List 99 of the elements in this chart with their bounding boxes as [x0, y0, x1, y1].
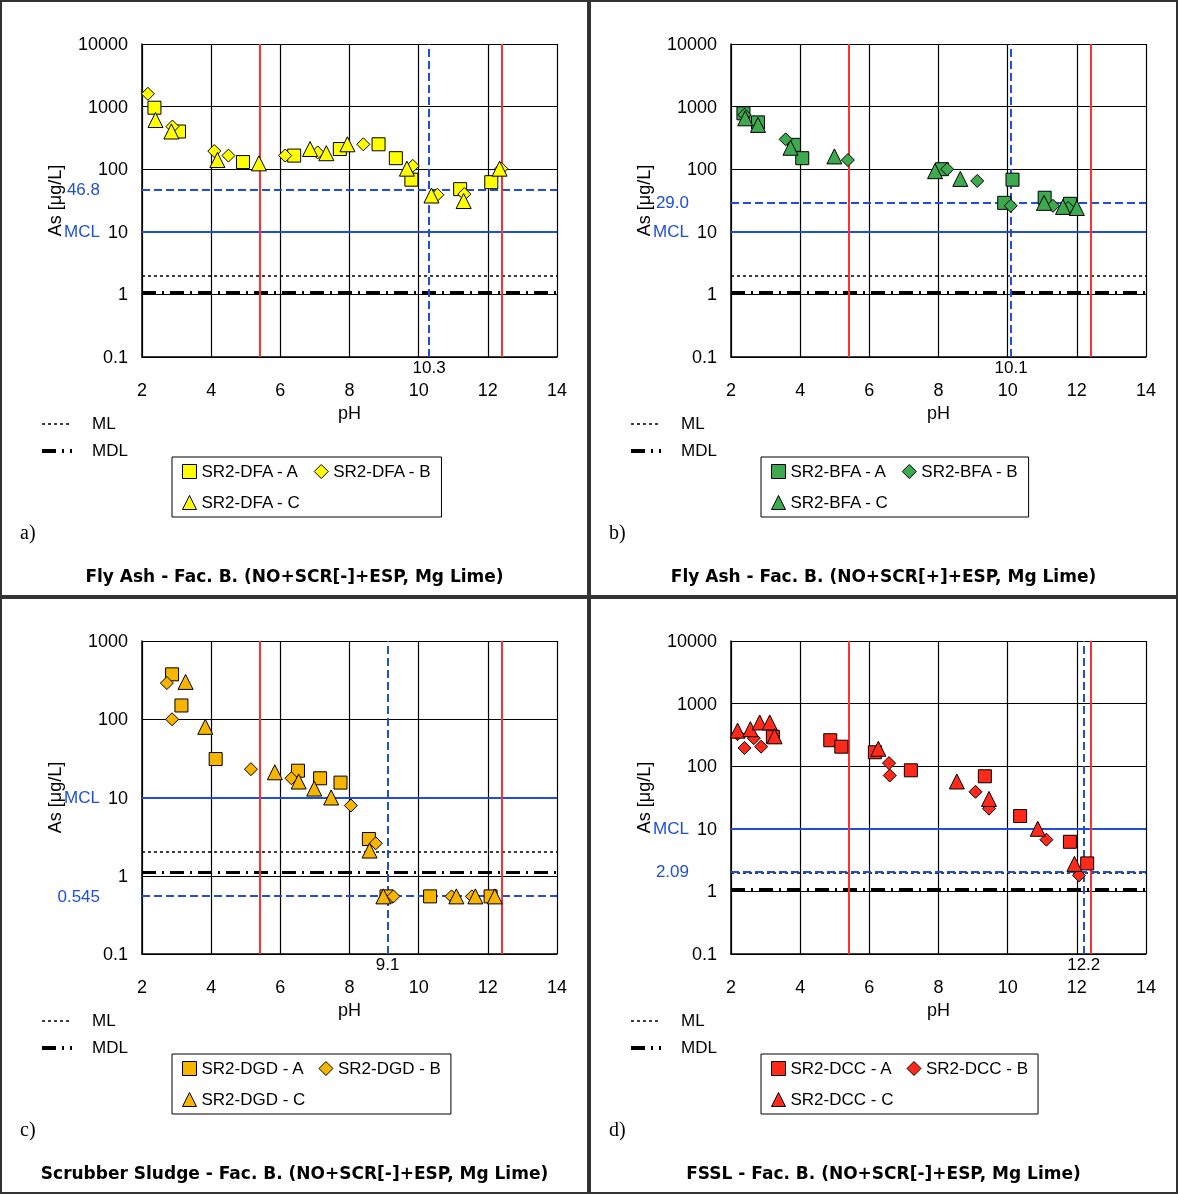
y-tick-label: 0.1	[691, 347, 717, 367]
legend-label: SR2-DGD - C	[201, 1090, 306, 1109]
x-tick-label: 10	[408, 977, 429, 997]
ref-line-label: 2.09	[655, 861, 689, 881]
y-tick-label: 10000	[666, 631, 717, 651]
x-axis-title: pH	[926, 402, 951, 423]
x-tick-label: 4	[206, 977, 217, 997]
x-tick-label: 10	[997, 977, 1018, 997]
y-tick-label: 10	[696, 221, 717, 242]
legend-label: MDL	[681, 441, 717, 461]
ref-line-label: 46.8	[66, 180, 100, 200]
legend-label: SR2-DFA - A	[201, 462, 299, 481]
legend-label: MDL	[681, 1038, 717, 1058]
text: Scrubber Sludge - Fac. B. (NO+SCR[-]+ESP, Mg Lime)	[40, 1162, 549, 1183]
ref-line-label: 0.545	[57, 886, 100, 906]
y-tick-label: 1000	[676, 693, 717, 714]
ref-line-label: MCL	[653, 222, 689, 242]
text: d)	[609, 1118, 626, 1141]
x-tick-label: 14	[546, 977, 568, 997]
x-tick-label: 8	[933, 977, 944, 997]
y-tick-label: 1	[706, 881, 717, 902]
y-tick-label: 0.1	[691, 944, 717, 964]
y-tick-label: 100	[686, 159, 717, 180]
legend-label: SR2-BFA - B	[921, 462, 1018, 481]
y-tick-label: 1000	[87, 631, 128, 651]
x-tick-label: 10	[408, 380, 429, 400]
y-tick-label: 10	[696, 818, 717, 839]
x-tick-label: 12	[1066, 977, 1087, 997]
x-tick-label: 6	[864, 380, 875, 400]
x-tick-label: 2	[725, 977, 737, 997]
legend-label: SR2-DCC - B	[926, 1059, 1029, 1078]
ref-line-label: 29.0	[655, 193, 689, 213]
x-tick-label: 8	[933, 380, 944, 400]
text: Fly Ash - Fac. B. (NO+SCR[-]+ESP, Mg Lime)	[85, 565, 504, 586]
x-tick-label: 12	[477, 380, 498, 400]
ref-line-label: MCL	[653, 819, 689, 839]
ref-line-label: 10.3	[412, 358, 446, 377]
x-tick-label: 12	[1066, 380, 1087, 400]
y-axis-title: As [μg/L]	[45, 164, 65, 237]
legend-label: SR2-DCC - A	[790, 1059, 893, 1078]
y-tick-label: 1000	[676, 96, 717, 117]
x-tick-label: 2	[136, 977, 148, 997]
ref-line-label: 10.1	[994, 358, 1028, 377]
x-tick-label: 10	[997, 380, 1018, 400]
legend-label: SR2-DGD - B	[337, 1059, 441, 1078]
x-tick-label: 6	[275, 977, 286, 997]
text: a)	[20, 521, 36, 544]
legend-label: ML	[681, 1011, 705, 1031]
ref-line-label: 9.1	[375, 955, 400, 974]
legend-label: ML	[92, 414, 116, 434]
x-tick-label: 6	[275, 380, 286, 400]
y-tick-label: 10	[107, 221, 128, 242]
legend-label: SR2-DCC - C	[790, 1090, 894, 1109]
y-tick-label: 100	[97, 159, 128, 180]
y-axis-title: As [μg/L]	[634, 761, 654, 834]
y-tick-label: 0.1	[102, 944, 128, 964]
y-tick-label: 1000	[87, 96, 128, 117]
y-tick-label: 1	[706, 284, 717, 305]
ref-line-label: 12.2	[1067, 955, 1101, 974]
legend-label: MDL	[92, 441, 128, 461]
legend-label: SR2-DFA - C	[201, 493, 300, 512]
y-tick-label: 10	[107, 787, 128, 808]
x-tick-label: 14	[1135, 977, 1157, 997]
y-tick-label: 100	[686, 756, 717, 777]
text: Fly Ash - Fac. B. (NO+SCR[+]+ESP, Mg Lime)	[670, 565, 1097, 586]
y-tick-label: 1	[117, 865, 128, 886]
y-tick-label: 10000	[77, 34, 128, 54]
x-axis-title: pH	[926, 999, 951, 1020]
x-tick-label: 4	[795, 977, 806, 997]
text: b)	[609, 521, 626, 544]
legend-label: ML	[92, 1011, 116, 1031]
legend-label: MDL	[92, 1038, 128, 1058]
x-tick-label: 8	[344, 977, 355, 997]
ref-line-label: MCL	[64, 222, 100, 242]
x-axis-title: pH	[337, 402, 362, 423]
x-tick-label: 2	[725, 380, 737, 400]
legend-label: SR2-BFA - A	[790, 462, 887, 481]
y-tick-label: 100	[97, 709, 128, 730]
y-tick-label: 1	[117, 284, 128, 305]
text: c)	[20, 1118, 36, 1141]
ref-line-label: MCL	[64, 788, 100, 807]
x-tick-label: 14	[1135, 380, 1157, 400]
y-axis-title: As [μg/L]	[634, 164, 654, 237]
x-tick-label: 8	[344, 380, 355, 400]
text: FSSL - Fac. B. (NO+SCR[-]+ESP, Mg Lime)	[686, 1162, 1081, 1183]
legend-label: SR2-DFA - B	[333, 462, 431, 481]
x-tick-label: 12	[477, 977, 498, 997]
x-tick-label: 6	[864, 977, 875, 997]
x-tick-label: 4	[206, 380, 217, 400]
y-axis-title: As [μg/L]	[45, 761, 65, 834]
legend-label: SR2-BFA - C	[790, 493, 888, 512]
x-tick-label: 2	[136, 380, 148, 400]
legend-label: ML	[681, 414, 705, 434]
y-tick-label: 10000	[666, 34, 717, 54]
x-tick-label: 4	[795, 380, 806, 400]
x-tick-label: 14	[546, 380, 568, 400]
legend-label: SR2-DGD - A	[201, 1059, 305, 1078]
x-axis-title: pH	[337, 999, 362, 1020]
y-tick-label: 0.1	[102, 347, 128, 367]
